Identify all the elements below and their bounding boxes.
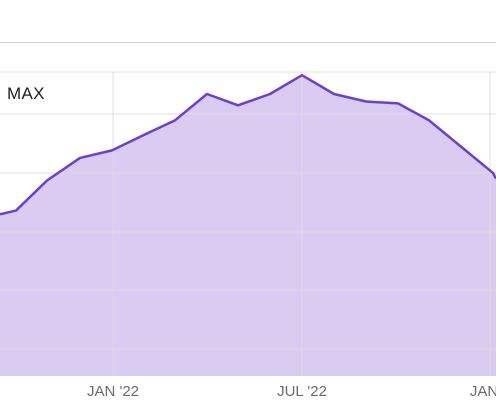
x-tick-label: JAN (469, 383, 496, 400)
range-selector-max[interactable]: MAX (7, 84, 45, 103)
x-tick-label: JUL '22 (277, 383, 327, 400)
top-divider (0, 42, 496, 43)
area-fill (0, 75, 496, 376)
x-tick-label: JAN '22 (86, 383, 140, 400)
series-line (0, 73, 496, 216)
